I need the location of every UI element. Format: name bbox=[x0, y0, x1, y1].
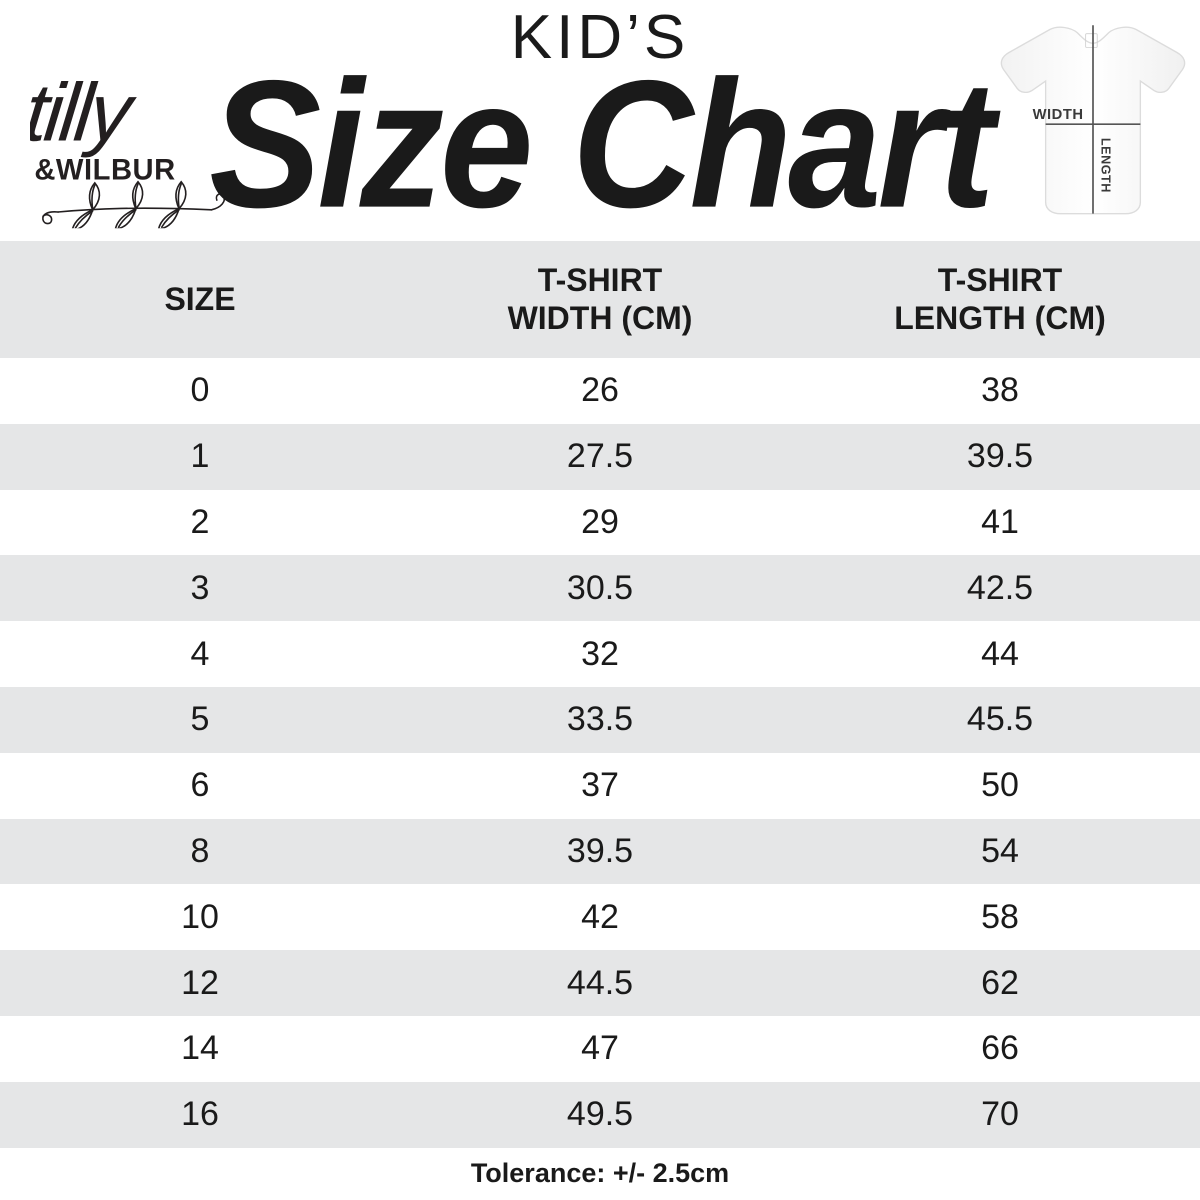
svg-text:LENGTH: LENGTH bbox=[1098, 138, 1112, 193]
svg-text:WIDTH: WIDTH bbox=[1033, 107, 1084, 123]
